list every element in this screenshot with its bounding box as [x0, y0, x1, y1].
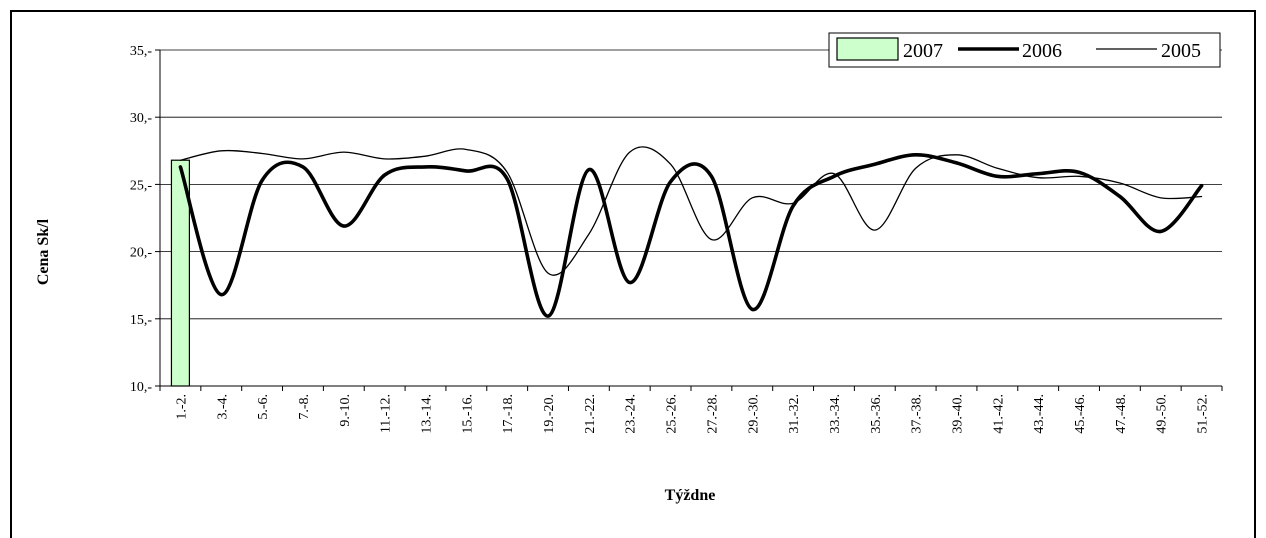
x-tick-label: 47.-48.: [1114, 394, 1129, 434]
x-tick-label: 5.-6.: [256, 394, 271, 420]
x-tick-label: 25.-26.: [665, 394, 680, 434]
x-tick-label: 45.-46.: [1073, 394, 1088, 434]
y-tick-label: 15,-: [130, 313, 153, 328]
x-tick-label: 3.-4.: [215, 394, 230, 420]
x-tick-label: 35.-36.: [869, 394, 884, 434]
x-tick-label: 21.-22.: [583, 394, 598, 434]
x-tick-label: 17.-18.: [501, 394, 516, 434]
x-tick-label: 7.-8.: [297, 394, 312, 420]
y-tick-label: 30,-: [130, 111, 153, 126]
x-tick-label: 23.-24.: [624, 394, 639, 434]
y-tick-label: 10,-: [130, 380, 153, 395]
x-tick-label: 43.-44.: [1032, 394, 1047, 434]
series-lines: [178, 146, 1204, 318]
x-tick-label: 15.-16.: [460, 394, 475, 434]
legend-label-2005: 2005: [1161, 40, 1201, 62]
y-tick-label: 35,-: [130, 44, 153, 59]
x-tick-label: 29.-30.: [746, 394, 761, 434]
y-axis-title: Cena Sk/l: [35, 218, 52, 285]
x-tick-label: 9.-10.: [338, 394, 353, 427]
y-tick-labels: 10,- 15,- 20,- 25,- 30,- 35,-: [130, 44, 153, 395]
x-axis-title: Týždne: [665, 487, 716, 504]
x-tick-label: 37.-38.: [910, 394, 925, 434]
x-tick-label: 39.-40.: [951, 394, 966, 434]
x-tick-label: 49.-50.: [1155, 394, 1170, 434]
legend-label-2006: 2006: [1022, 40, 1062, 62]
x-tick-label: 13.-14.: [420, 394, 435, 434]
y-tick-label: 25,-: [130, 178, 153, 193]
axes: [155, 49, 1223, 391]
x-tick-label: 41.-42.: [991, 394, 1006, 434]
x-tick-label: 1.-2.: [174, 394, 189, 420]
x-tick-label: 31.-32.: [787, 394, 802, 434]
x-tick-label: 11.-12.: [379, 394, 394, 433]
chart-frame: [10, 10, 1256, 538]
legend-swatch-2007: [836, 37, 899, 61]
x-tick-label: 19.-20.: [542, 394, 557, 434]
y-tick-label: 20,-: [130, 246, 153, 261]
gridlines: [160, 49, 1222, 320]
x-tick-label: 51.-52.: [1196, 394, 1211, 434]
x-tick-label: 33.-34.: [828, 394, 843, 434]
legend: 2007 2006 2005: [828, 32, 1221, 68]
series-line-2006: [178, 153, 1204, 318]
legend-label-2007: 2007: [903, 40, 943, 62]
x-tick-label: 27.-28.: [705, 394, 720, 434]
x-tick-labels: 1.-2. 3.-4. 5.-6. 7.-8. 9.-10. 11.-12. 13.-14.…: [174, 394, 1210, 434]
